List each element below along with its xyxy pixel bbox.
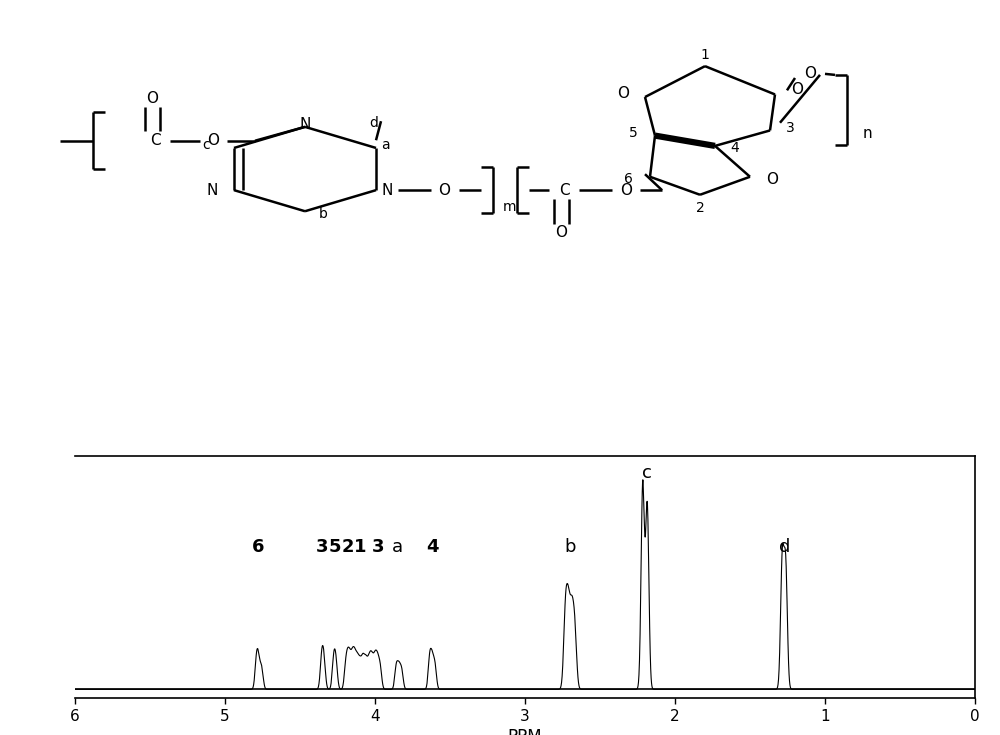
Text: m: m <box>502 200 516 214</box>
Text: 3: 3 <box>372 538 384 556</box>
Text: d: d <box>779 538 790 556</box>
Text: 1: 1 <box>354 538 366 556</box>
Text: 5: 5 <box>328 538 341 556</box>
Text: O: O <box>617 86 629 101</box>
Text: 6: 6 <box>624 172 632 187</box>
Text: 3: 3 <box>786 121 794 135</box>
Text: d: d <box>370 116 378 130</box>
Text: O: O <box>766 172 778 187</box>
Text: 3: 3 <box>316 538 329 556</box>
Text: 5: 5 <box>629 126 637 140</box>
Text: 4: 4 <box>426 538 438 556</box>
Text: b: b <box>319 207 327 220</box>
Text: a: a <box>381 138 390 152</box>
Text: 2: 2 <box>696 201 704 215</box>
Text: N: N <box>299 117 311 132</box>
Text: O: O <box>620 182 632 198</box>
Text: C: C <box>150 133 160 148</box>
Text: 1: 1 <box>701 48 709 62</box>
Text: b: b <box>564 538 576 556</box>
X-axis label: PPM: PPM <box>508 728 542 735</box>
Text: a: a <box>392 538 403 556</box>
Text: O: O <box>555 225 567 240</box>
Text: N: N <box>206 182 218 198</box>
Text: O: O <box>438 182 450 198</box>
Text: O: O <box>146 91 158 106</box>
Text: N: N <box>381 182 392 198</box>
Text: 2: 2 <box>342 538 354 556</box>
Text: c: c <box>202 138 210 152</box>
Text: 4: 4 <box>731 141 739 156</box>
Text: O: O <box>207 133 219 148</box>
Text: n: n <box>862 126 872 140</box>
Text: O: O <box>804 66 816 82</box>
Text: O: O <box>791 82 803 97</box>
Text: C: C <box>559 182 569 198</box>
Text: 6: 6 <box>252 538 264 556</box>
Text: c: c <box>642 465 651 482</box>
